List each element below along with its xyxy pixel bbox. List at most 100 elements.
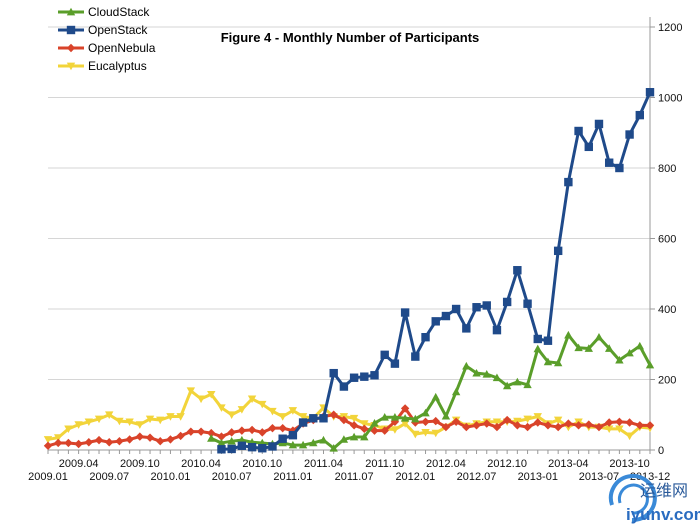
data-point <box>451 387 461 396</box>
data-point <box>553 246 563 256</box>
legend-item-eucalyptus: Eucalyptus <box>58 59 147 73</box>
legend-item-cloudstack: CloudStack <box>58 5 150 19</box>
data-point <box>360 432 369 441</box>
data-point <box>176 413 185 421</box>
data-point <box>74 421 83 429</box>
data-point <box>533 413 542 421</box>
data-point <box>502 415 512 425</box>
data-point <box>94 415 104 424</box>
data-point <box>309 414 318 423</box>
data-point <box>115 417 124 426</box>
data-point <box>237 441 247 450</box>
data-point <box>574 343 583 352</box>
data-point <box>298 440 308 449</box>
data-point <box>370 419 379 427</box>
data-point <box>594 333 604 341</box>
data-point <box>400 420 410 428</box>
data-point <box>54 438 63 448</box>
data-point <box>74 439 83 449</box>
data-point <box>227 411 236 419</box>
y-tick-label: 0 <box>658 445 664 457</box>
data-point <box>594 119 604 129</box>
data-point <box>43 436 53 444</box>
y-tick-label: 800 <box>658 163 676 175</box>
x-tick-label: 2009.01 <box>28 471 68 483</box>
data-point <box>553 358 563 367</box>
data-point <box>370 371 379 380</box>
data-point <box>625 348 634 357</box>
data-point <box>258 400 267 409</box>
watermark-en: iyunv.com <box>626 505 700 524</box>
data-point <box>258 444 267 453</box>
data-point <box>278 413 287 421</box>
data-point <box>492 373 502 382</box>
axes: 0200400600800100012002009.012009.042009.… <box>28 17 682 483</box>
data-point <box>380 350 389 360</box>
data-point <box>278 423 287 433</box>
data-point <box>217 445 226 454</box>
data-point <box>329 410 338 419</box>
data-point <box>625 418 634 427</box>
x-tick-label: 2010.01 <box>151 471 191 483</box>
data-point <box>309 438 318 447</box>
data-point <box>237 426 247 435</box>
data-point <box>135 421 145 429</box>
data-point <box>625 432 634 441</box>
data-point <box>278 434 287 443</box>
data-point <box>604 425 614 434</box>
legend-item-opennebula: OpenNebula <box>58 41 156 55</box>
series-group <box>43 88 655 454</box>
data-point <box>615 355 624 364</box>
x-tick-label: 2011.10 <box>365 458 404 470</box>
data-point <box>390 426 400 434</box>
x-tick-label: 2012.04 <box>426 458 466 470</box>
x-tick-label: 2013-04 <box>548 458 588 470</box>
data-point <box>492 418 502 426</box>
x-tick-label: 2009.07 <box>89 471 129 483</box>
x-tick-label: 2011.04 <box>304 458 343 470</box>
data-point <box>564 419 573 428</box>
x-tick-label: 2009.10 <box>120 458 160 470</box>
legend: CloudStack OpenStack OpenNebula Eucalyptus <box>58 5 156 73</box>
watermark-logo: 运维网 iyunv.com <box>608 474 700 524</box>
data-point <box>237 406 247 414</box>
data-point <box>523 415 532 424</box>
data-point <box>84 418 94 426</box>
legend-marker-icon <box>66 25 76 35</box>
data-point <box>43 441 53 450</box>
data-point <box>451 417 461 426</box>
data-point <box>176 431 185 441</box>
data-point <box>288 407 298 415</box>
y-tick-label: 400 <box>658 304 676 316</box>
x-tick-label: 2013-07 <box>579 471 619 483</box>
data-point <box>64 425 73 434</box>
data-point <box>645 360 655 369</box>
data-point <box>441 411 451 420</box>
data-point <box>298 418 308 427</box>
data-point <box>360 372 369 381</box>
data-point <box>441 311 451 321</box>
data-point <box>574 421 583 430</box>
data-point <box>523 299 532 308</box>
data-point <box>564 330 573 339</box>
legend-label: OpenStack <box>88 23 148 37</box>
chart-title: Figure 4 - Monthly Number of Participant… <box>221 30 480 45</box>
data-point <box>411 414 420 423</box>
data-point <box>196 427 206 436</box>
data-point <box>319 414 328 423</box>
data-point <box>268 423 277 433</box>
data-point <box>645 421 655 430</box>
data-point <box>145 415 155 424</box>
data-point <box>207 434 216 442</box>
data-point <box>462 324 471 333</box>
data-point <box>217 404 226 412</box>
data-point <box>492 325 502 335</box>
data-point <box>227 444 236 454</box>
data-point <box>553 416 563 425</box>
data-point <box>156 416 165 425</box>
data-point <box>635 110 644 120</box>
data-point <box>319 435 328 444</box>
data-point <box>349 373 359 382</box>
data-point <box>421 408 430 417</box>
data-point <box>604 418 614 427</box>
